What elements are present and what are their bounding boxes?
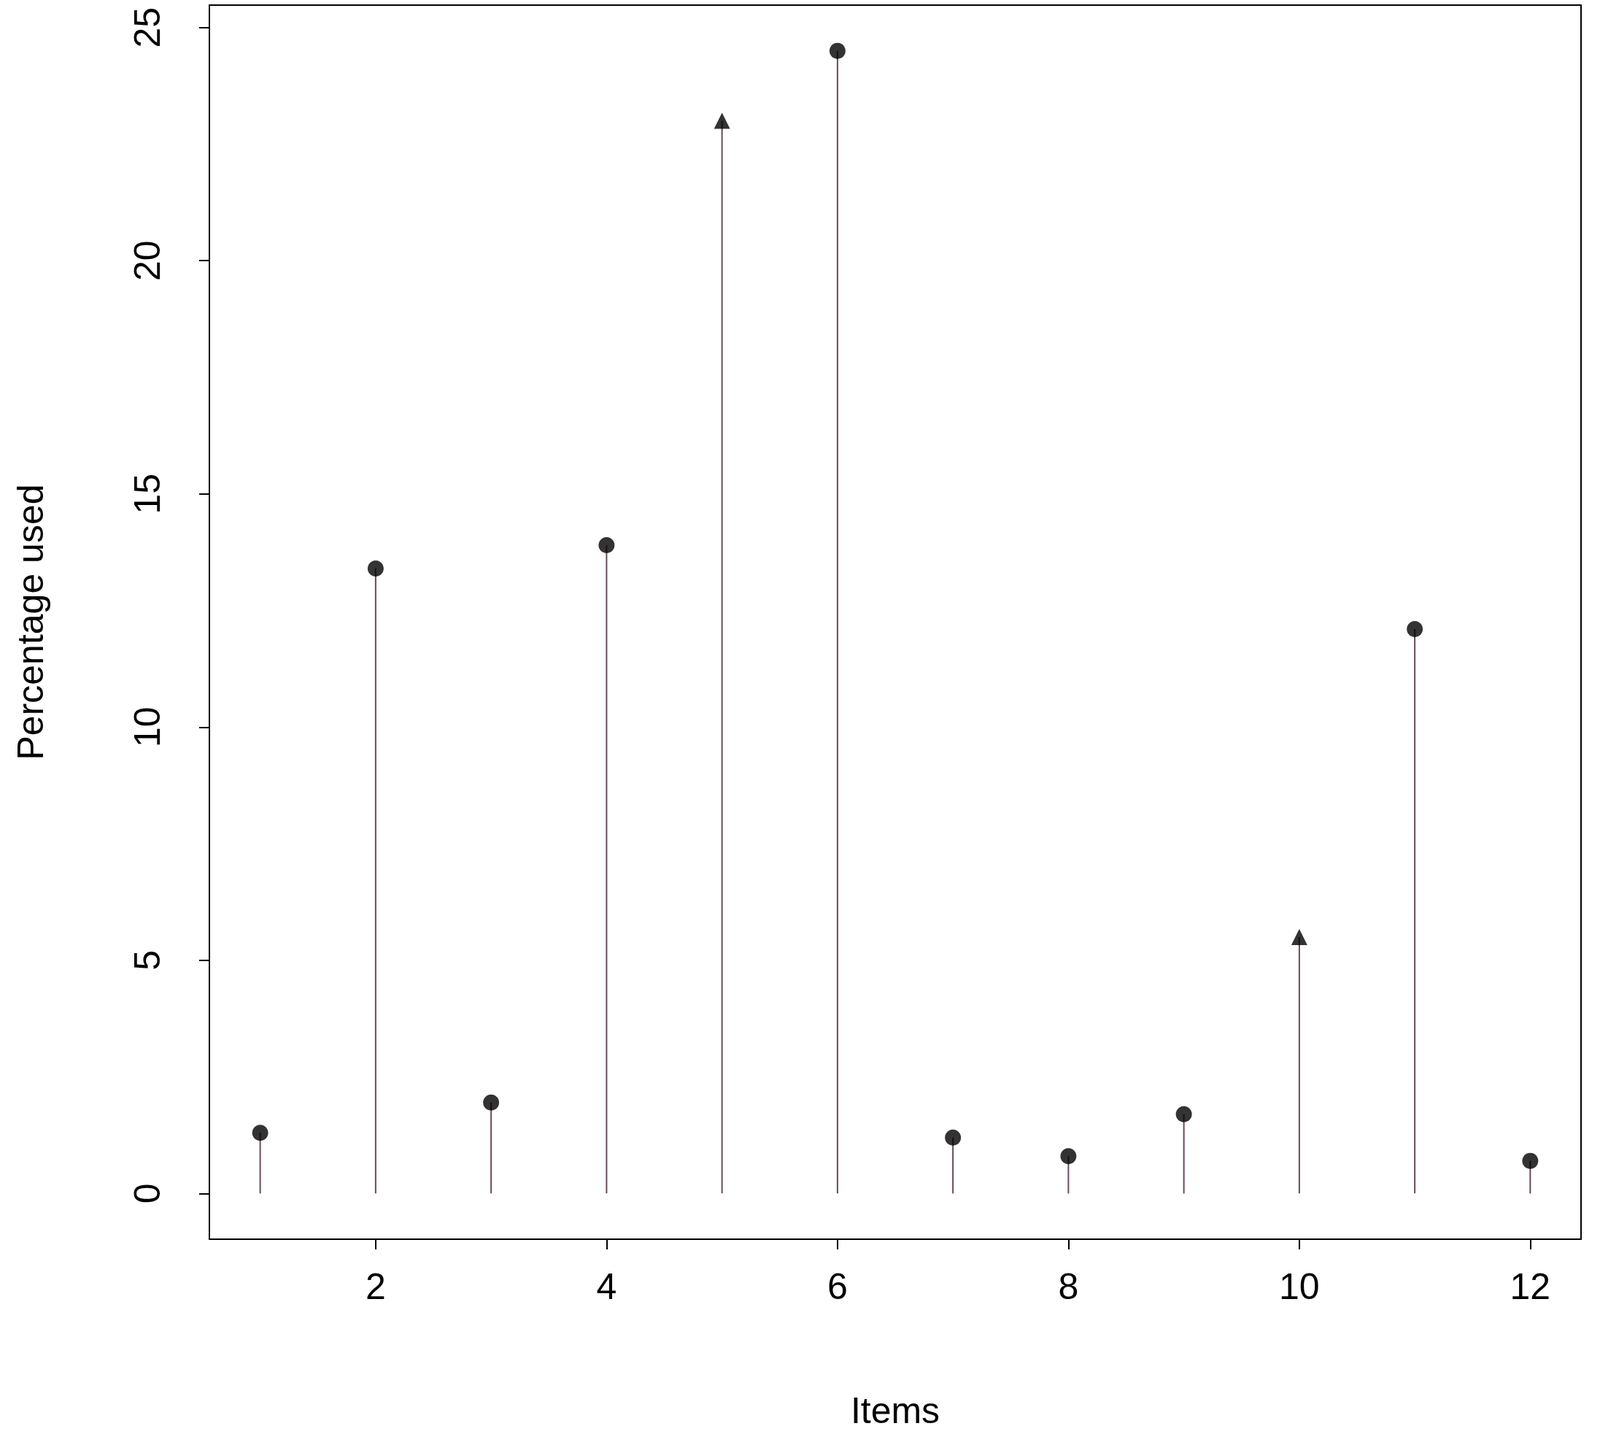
svg-text:10: 10	[126, 706, 168, 748]
svg-text:8: 8	[1057, 1265, 1079, 1307]
svg-text:Percentage used: Percentage used	[10, 483, 52, 760]
svg-text:5: 5	[126, 949, 168, 971]
svg-text:25: 25	[126, 7, 168, 49]
svg-text:2: 2	[365, 1265, 386, 1307]
svg-text:15: 15	[126, 473, 168, 515]
svg-text:0: 0	[126, 1182, 168, 1204]
svg-text:10: 10	[1278, 1265, 1320, 1307]
svg-text:Items: Items	[850, 1389, 940, 1431]
svg-text:6: 6	[827, 1265, 848, 1307]
svg-text:4: 4	[596, 1265, 617, 1307]
svg-text:20: 20	[126, 240, 168, 281]
svg-text:12: 12	[1510, 1265, 1552, 1307]
